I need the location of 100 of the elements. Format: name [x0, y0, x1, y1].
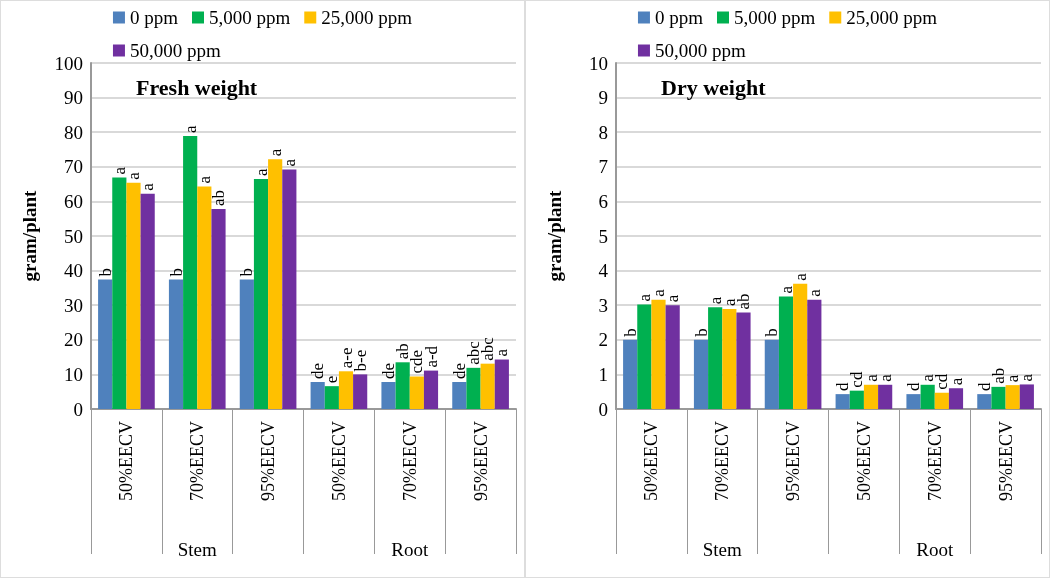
data-label: a [180, 125, 200, 134]
bar [693, 339, 709, 409]
bar [807, 299, 822, 409]
data-label: d [904, 382, 923, 392]
bar [324, 386, 339, 409]
data-label: b [691, 328, 711, 337]
y-tick-label: 1 [598, 363, 608, 385]
y-tick-label: 4 [598, 260, 609, 282]
data-label: a [279, 158, 299, 167]
bar [140, 193, 155, 409]
legend-label: 0 ppm [654, 7, 704, 28]
y-tick-label: 0 [598, 398, 608, 420]
y-tick-label: 0 [73, 398, 83, 420]
legend-label: 5,000 ppm [733, 7, 816, 28]
data-label: de [379, 362, 398, 380]
bar [708, 307, 723, 409]
y-tick-label: 30 [64, 294, 83, 316]
x-tick-label: 70%EECV [187, 421, 208, 501]
bar [623, 339, 638, 409]
bar [778, 296, 794, 409]
y-tick-label: 20 [64, 329, 83, 351]
bar [906, 394, 921, 409]
data-label: a [790, 272, 810, 281]
x-tick-label: 70%EECV [924, 421, 945, 501]
data-label: d [974, 382, 994, 392]
bar [1019, 384, 1034, 409]
legend-label: 25,000 ppm [846, 7, 938, 28]
bar [395, 362, 410, 409]
bar [991, 386, 1006, 409]
y-tick-label: 100 [54, 52, 83, 74]
text: Dry weight [661, 74, 767, 100]
bar [863, 384, 879, 409]
bar [98, 279, 113, 409]
y-tick-label: 6 [598, 190, 608, 212]
x-tick-label: 50%EECV [641, 421, 662, 501]
y-tick-label: 40 [64, 260, 83, 282]
text: Root [391, 538, 429, 560]
data-label: a-e [336, 347, 356, 369]
x-tick-label: 95%EECV [783, 421, 804, 501]
data-label: a [705, 296, 725, 305]
bar [1005, 385, 1020, 409]
data-label: a [251, 167, 271, 176]
data-label: a [804, 288, 824, 297]
x-tick-label: 95%EECV [470, 421, 491, 501]
bar [665, 305, 680, 409]
data-label: b [762, 328, 782, 337]
data-label: b [237, 268, 257, 277]
data-label: a [776, 285, 796, 294]
data-label: b [620, 328, 640, 337]
bar [934, 392, 949, 409]
data-label: b [95, 268, 115, 277]
y-tick-label: 8 [598, 121, 608, 143]
bar [920, 384, 935, 409]
bar [353, 374, 368, 409]
y-tick-label: 9 [598, 87, 608, 109]
bar [197, 186, 212, 409]
y-tick-label: 60 [64, 190, 83, 212]
data-label: a [265, 148, 285, 157]
bar [282, 169, 297, 409]
bar [793, 283, 808, 409]
bar [211, 209, 226, 409]
bar [466, 367, 481, 409]
y-tick-label: 50 [64, 225, 83, 247]
legend-label: 50,000 ppm [129, 40, 221, 61]
x-tick-label: 50%EECV [328, 421, 349, 501]
legend-label: 25,000 ppm [321, 7, 413, 28]
bar [183, 136, 198, 409]
y-tick-label: 2 [598, 329, 608, 351]
y-tick-label: 7 [598, 156, 608, 178]
x-tick-label: 95%EECV [995, 421, 1016, 501]
bar [268, 159, 283, 409]
y-tick-label: 10 [64, 363, 83, 385]
bar [948, 388, 964, 409]
legend-label: 0 ppm [129, 7, 179, 28]
data-label: ab [734, 293, 753, 310]
y-axis-title: gram/plant [544, 189, 565, 282]
data-label: de [449, 362, 469, 380]
bar [452, 382, 467, 409]
text: Root [916, 538, 954, 560]
y-axis-title: gram/plant [19, 189, 40, 282]
bar [651, 299, 666, 409]
x-tick-label: 70%EECV [712, 421, 733, 501]
bar [112, 177, 127, 409]
y-tick-label: 80 [64, 121, 83, 143]
x-tick-label: 50%EECV [116, 421, 137, 501]
x-tick-label: 95%EECV [258, 421, 279, 501]
bar [878, 384, 893, 409]
bar [409, 376, 424, 409]
bar [736, 312, 751, 409]
y-tick-label: 70 [64, 156, 83, 178]
data-label: a [946, 377, 966, 386]
x-tick-label: 70%EECV [399, 421, 420, 501]
bar [764, 339, 779, 409]
x-tick-label: 50%EECV [853, 421, 874, 501]
bar [722, 309, 737, 409]
data-label: b [166, 268, 186, 277]
bar [849, 390, 864, 409]
bar [423, 370, 439, 409]
y-tick-label: 90 [64, 87, 83, 109]
bar [835, 394, 850, 409]
